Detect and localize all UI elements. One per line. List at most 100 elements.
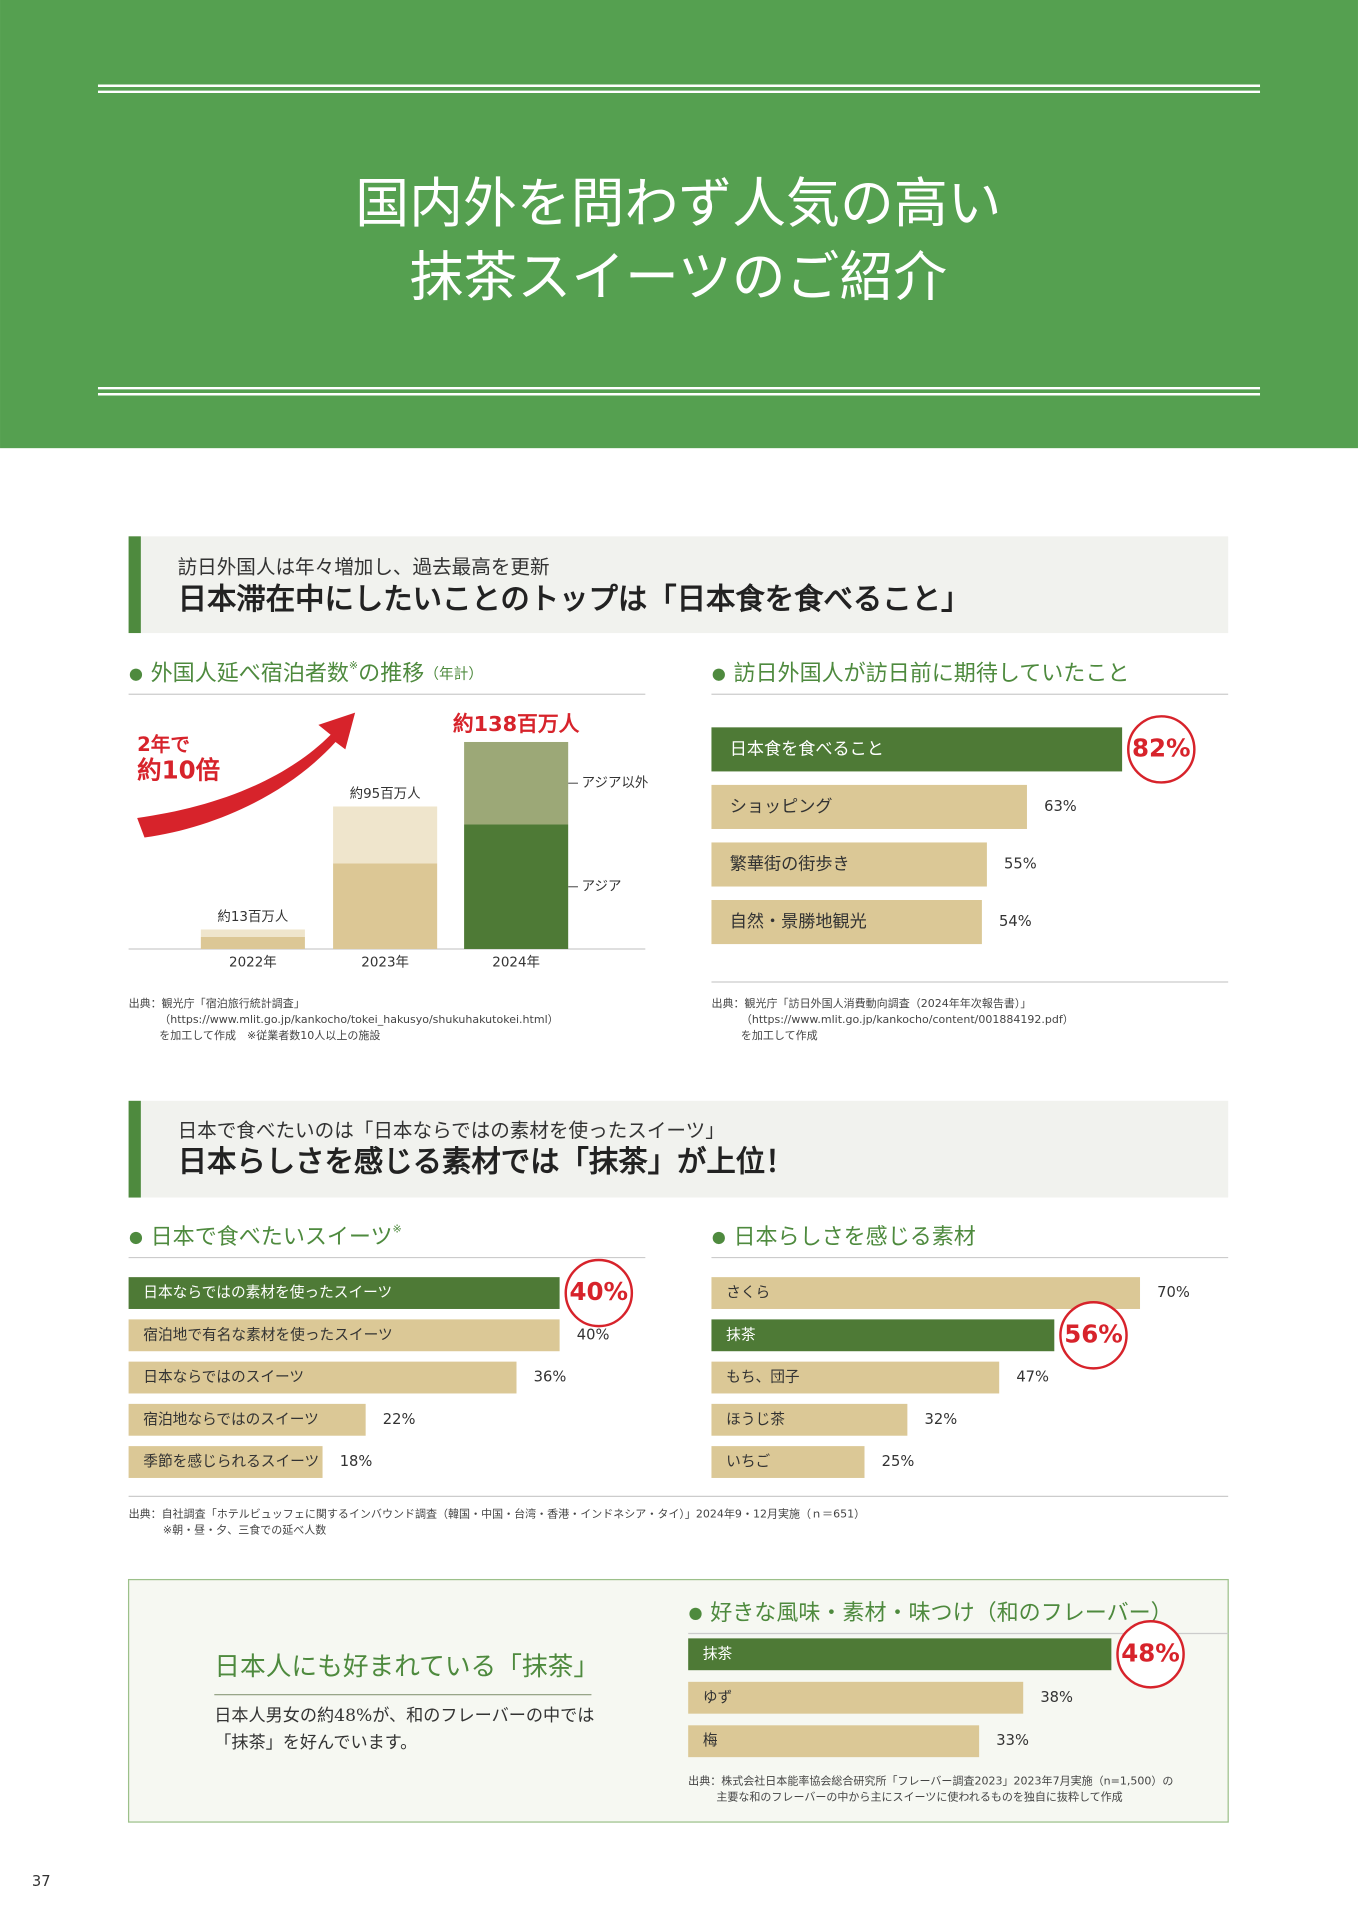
value-label: 32% bbox=[925, 1411, 958, 1428]
box-text: 「抹茶」を好んでいます。 bbox=[214, 1733, 417, 1753]
bar-segment bbox=[200, 936, 305, 949]
bar-label: 梅 bbox=[703, 1732, 718, 1749]
title-bullet bbox=[129, 1231, 143, 1245]
value-label: 40% bbox=[577, 1326, 610, 1343]
section-lead: 訪日外国人は年々増加し、過去最高を更新 bbox=[178, 556, 550, 579]
value-label: 47% bbox=[1016, 1369, 1049, 1386]
header-band bbox=[0, 0, 1358, 449]
title-mark: ※ bbox=[393, 1222, 402, 1235]
source: 出典：株式会社日本能率協会総合研究所「フレーバー調査2023」2023年7月実施… bbox=[688, 1774, 1173, 1788]
bar-label: ほうじ茶 bbox=[726, 1411, 785, 1428]
bar-label: 日本食を食べること bbox=[730, 739, 884, 759]
source: を加工して作成 ※従業者数10人以上の施設 bbox=[159, 1028, 380, 1042]
value-label: 82% bbox=[1132, 733, 1191, 762]
bar bbox=[711, 1361, 1000, 1394]
value-label: 36% bbox=[534, 1369, 567, 1386]
section-accent bbox=[128, 536, 141, 634]
bar bbox=[711, 727, 1123, 772]
bar-label: 自然・景勝地観光 bbox=[730, 912, 867, 932]
highlight-circle bbox=[1116, 1620, 1185, 1689]
bar bbox=[128, 1361, 517, 1394]
source: を加工して作成 bbox=[741, 1029, 818, 1042]
bar-label: 抹茶 bbox=[726, 1326, 756, 1343]
chart-title: 訪日外国人が訪日前に期待していたこと bbox=[733, 662, 1129, 687]
bar-label: 繁華街の街歩き bbox=[730, 854, 850, 874]
value-label: 40% bbox=[570, 1277, 629, 1306]
total-label: 約13百万人 bbox=[217, 909, 288, 925]
bar-label: ショッピング bbox=[730, 797, 833, 817]
title-bullet bbox=[129, 668, 143, 681]
source: 主要な和のフレーバーの中から主にスイーツに使われるものを独自に抜粋して作成 bbox=[716, 1790, 1122, 1804]
title-bullet bbox=[712, 1231, 725, 1245]
title-bullet bbox=[689, 1607, 702, 1620]
source: 出典：自社調査「ホテルビュッフェに関するインバウンド調査（韓国・中国・台湾・香港… bbox=[129, 1507, 866, 1521]
chart-title: 日本で食べたいスイーツ※ bbox=[151, 1222, 402, 1250]
source: （https://www.mlit.go.jp/kankocho/tokei_h… bbox=[159, 1013, 558, 1026]
source: （https://www.mlit.go.jp/kankocho/content… bbox=[741, 1013, 1074, 1026]
bar bbox=[688, 1638, 1112, 1671]
series-label: アジア bbox=[582, 880, 622, 895]
value-label: 56% bbox=[1064, 1319, 1123, 1348]
annotation: 2年で bbox=[137, 733, 190, 756]
bar bbox=[128, 1403, 366, 1436]
section-headline: 日本滞在中にしたいことのトップは「日本食を食べること」 bbox=[178, 581, 971, 616]
value-label: 54% bbox=[999, 913, 1032, 930]
chart-title: 好きな風味・素材・味つけ（和のフレーバー） bbox=[710, 1601, 1172, 1626]
value-label: 70% bbox=[1157, 1284, 1190, 1301]
chart-title: 外国人延べ宿泊者数※の推移（年計） bbox=[151, 659, 483, 687]
title-text: 好きな風味・素材・味つけ（和のフレーバー） bbox=[710, 1601, 1172, 1626]
value-label: 63% bbox=[1044, 798, 1077, 815]
bar-label: 宿泊地で有名な素材を使ったスイーツ bbox=[143, 1326, 392, 1343]
title-text: 外国人延べ宿泊者数 bbox=[151, 662, 349, 687]
bar bbox=[711, 842, 987, 887]
header-rules bbox=[97, 84, 1261, 396]
value-label: 22% bbox=[383, 1411, 416, 1428]
section-band bbox=[128, 536, 1229, 634]
x-tick-label: 2024年 bbox=[492, 954, 540, 970]
value-label: 18% bbox=[340, 1453, 373, 1470]
bar-label: 日本ならではの素材を使ったスイーツ bbox=[143, 1284, 392, 1301]
bar bbox=[128, 1277, 560, 1309]
bar bbox=[711, 900, 982, 945]
bar bbox=[711, 1446, 865, 1478]
x-tick-label: 2023年 bbox=[361, 954, 409, 970]
value-label: 33% bbox=[996, 1732, 1029, 1749]
section-lead: 日本で食べたいのは「日本ならではの素材を使ったスイーツ」 bbox=[178, 1119, 725, 1142]
page-number: 37 bbox=[32, 1873, 51, 1890]
bar-segment bbox=[333, 806, 438, 864]
section-headline: 日本らしさを感じる素材では「抹茶」が上位！ bbox=[178, 1143, 795, 1178]
bar-label: 季節を感じられるスイーツ bbox=[143, 1452, 319, 1470]
bar-label: いちご bbox=[726, 1453, 770, 1470]
bar bbox=[688, 1681, 1024, 1714]
total-label: 約95百万人 bbox=[350, 786, 421, 802]
title-suffix: の推移 bbox=[358, 662, 424, 687]
bar-segment bbox=[464, 741, 569, 825]
series-label: アジア以外 bbox=[582, 775, 649, 791]
title-text: 日本らしさを感じる素材 bbox=[733, 1225, 975, 1250]
header-title: 抹茶スイーツのご紹介 bbox=[410, 246, 948, 309]
bar bbox=[711, 1319, 1055, 1352]
source: 出典：観光庁「訪日外国人消費動向調査（2024年年次報告書）」 bbox=[711, 996, 1031, 1010]
title-unit: （年計） bbox=[424, 666, 483, 683]
growth-arrow bbox=[137, 712, 356, 838]
bar-label: 日本ならではのスイーツ bbox=[143, 1369, 304, 1386]
highlight-circle bbox=[1127, 715, 1196, 784]
bar-segment bbox=[333, 863, 438, 949]
value-label: 48% bbox=[1121, 1638, 1180, 1667]
bar-segment bbox=[464, 824, 569, 949]
total-label: 約138百万人 bbox=[453, 712, 580, 736]
source: ※朝・昼・夕、三食での延べ人数 bbox=[163, 1523, 326, 1537]
bar bbox=[711, 1403, 908, 1436]
bar bbox=[128, 1446, 323, 1478]
title-text: 日本で食べたいスイーツ bbox=[151, 1225, 393, 1250]
value-label: 38% bbox=[1040, 1689, 1073, 1706]
title-text: 訪日外国人が訪日前に期待していたこと bbox=[733, 662, 1129, 687]
info-box bbox=[127, 1578, 1229, 1823]
bar-label: もち、団子 bbox=[726, 1369, 799, 1386]
section-accent bbox=[128, 1100, 141, 1198]
value-label: 25% bbox=[882, 1453, 915, 1470]
bar bbox=[711, 1277, 1141, 1309]
bar-label: 抹茶 bbox=[703, 1645, 733, 1662]
bar-segment bbox=[200, 929, 305, 937]
